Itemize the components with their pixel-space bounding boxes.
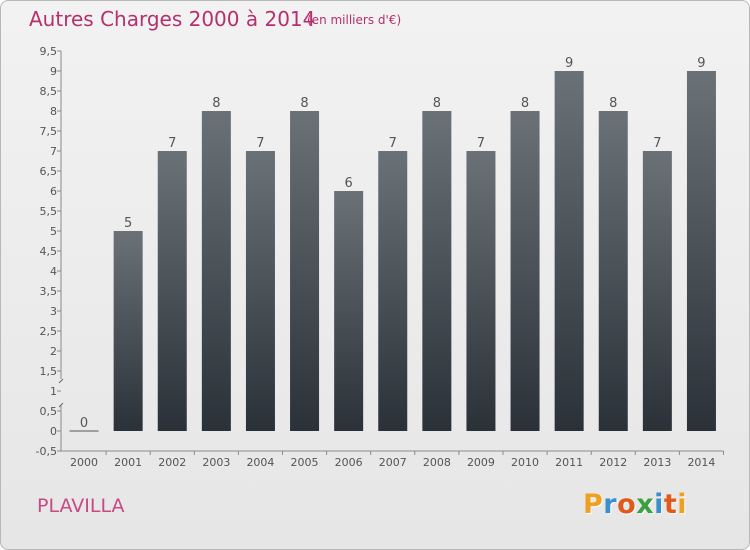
data-label: 7 — [653, 136, 661, 151]
y-tick-label: 3 — [50, 305, 57, 318]
data-label: 0 — [80, 416, 88, 431]
logo-letter: x — [636, 489, 655, 520]
x-tick-label: 2001 — [114, 456, 142, 469]
y-tick-label: 9,5 — [40, 45, 58, 58]
data-label: 7 — [168, 136, 176, 151]
y-tick-label: 2 — [50, 345, 57, 358]
y-tick-label: 5 — [50, 225, 57, 238]
x-tick-label: 2007 — [379, 456, 407, 469]
chart-subtitle: (en milliers d'€) — [307, 13, 402, 27]
y-tick-label: 6 — [50, 185, 57, 198]
x-tick-label: 2004 — [246, 456, 274, 469]
bar — [290, 111, 320, 431]
x-tick-label: 2009 — [467, 456, 495, 469]
x-tick-label: 2008 — [423, 456, 451, 469]
bar — [378, 151, 408, 431]
x-tick-label: 2003 — [202, 456, 230, 469]
y-tick-label: 7 — [50, 145, 57, 158]
logo-letter: t — [663, 489, 678, 520]
data-label: 7 — [477, 136, 485, 151]
bar — [334, 191, 364, 431]
axis-break-mark — [58, 402, 64, 408]
y-tick-label: 0,5 — [40, 405, 58, 418]
bar — [157, 151, 187, 431]
bar — [510, 111, 540, 431]
y-tick-label: 4,5 — [40, 245, 58, 258]
data-label: 5 — [124, 216, 132, 231]
bar — [554, 71, 584, 431]
y-tick-label: 2,5 — [40, 325, 58, 338]
bar — [686, 71, 716, 431]
x-tick-label: 2006 — [335, 456, 363, 469]
y-tick-label: 1 — [50, 385, 57, 398]
data-label: 8 — [212, 96, 220, 111]
bar — [598, 111, 628, 431]
x-tick-label: 2013 — [643, 456, 671, 469]
y-tick-label: 9 — [50, 65, 57, 78]
logo-letter: r — [603, 489, 618, 520]
data-label: 8 — [609, 96, 617, 111]
data-label: 8 — [300, 96, 308, 111]
data-label: 8 — [433, 96, 441, 111]
x-tick-label: 2005 — [291, 456, 319, 469]
x-tick-label: 2011 — [555, 456, 583, 469]
y-tick-label: 4 — [50, 265, 57, 278]
x-tick-label: 2002 — [158, 456, 186, 469]
data-label: 8 — [521, 96, 529, 111]
data-label: 9 — [565, 56, 573, 71]
y-tick-label: 1,5 — [40, 365, 58, 378]
x-tick-label: 2014 — [687, 456, 715, 469]
data-label: 7 — [389, 136, 397, 151]
y-tick-label: 8,5 — [40, 85, 58, 98]
y-tick-label: 0 — [50, 425, 57, 438]
x-tick-label: 2000 — [70, 456, 98, 469]
x-tick-label: 2012 — [599, 456, 627, 469]
y-tick-label: 5,5 — [40, 205, 58, 218]
bar — [113, 231, 143, 431]
x-tick-label: 2010 — [511, 456, 539, 469]
y-tick-label: 7,5 — [40, 125, 58, 138]
data-label: 6 — [345, 176, 353, 191]
logo-letter: P — [583, 489, 604, 520]
y-tick-label: -0,5 — [36, 445, 57, 458]
bar — [642, 151, 672, 431]
y-tick-label: 6,5 — [40, 165, 58, 178]
proxiti-logo[interactable]: Proxiti — [583, 489, 687, 520]
logo-letter: i — [677, 489, 688, 520]
logo-letter: i — [654, 489, 664, 520]
bar — [466, 151, 496, 431]
axis-break-mark — [58, 378, 64, 384]
bar — [201, 111, 231, 431]
data-label: 9 — [697, 56, 705, 71]
logo-letter: o — [617, 489, 637, 520]
y-tick-label: 3,5 — [40, 285, 58, 298]
chart-title: Autres Charges 2000 à 2014 — [29, 7, 316, 31]
bar — [422, 111, 452, 431]
data-label: 7 — [256, 136, 264, 151]
bar — [245, 151, 275, 431]
y-tick-label: 8 — [50, 105, 57, 118]
commune-name: PLAVILLA — [37, 495, 125, 517]
